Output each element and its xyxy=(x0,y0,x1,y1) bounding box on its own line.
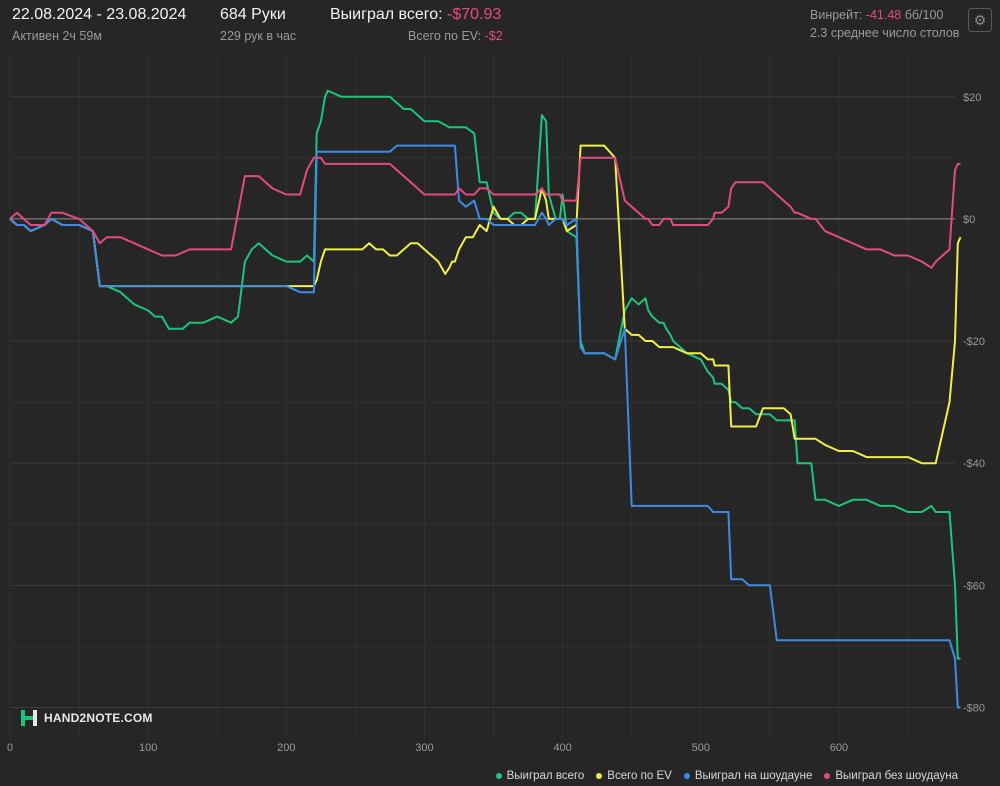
winrate-unit: бб/100 xyxy=(904,8,944,22)
chart-grid xyxy=(9,54,955,738)
avg-tables: 2.3 среднее число столов xyxy=(810,26,960,40)
y-tick-label: -$60 xyxy=(963,580,985,592)
legend-dot-green xyxy=(495,773,502,779)
x-tick-label: 300 xyxy=(415,742,433,754)
legend-item-won-showdown[interactable]: Выиграл на шоудауне xyxy=(683,770,813,782)
y-tick-label: $20 xyxy=(963,92,981,104)
date-range: 22.08.2024 - 23.08.2024 xyxy=(12,6,187,23)
x-axis-ticks: 0 100 200 300 400 500 600 xyxy=(7,742,848,754)
legend-label: Выиграл без шоудауна xyxy=(835,770,958,782)
winrate: Винрейт: -41.48 бб/100 xyxy=(810,8,943,22)
y-axis-ticks: $20 $0 -$20 -$40 -$60 -$80 xyxy=(963,92,985,715)
y-tick-label: -$40 xyxy=(963,458,985,470)
legend-item-won-no-showdown[interactable]: Выиграл без шоудауна xyxy=(824,770,958,782)
legend-label: Выиграл всего xyxy=(506,770,585,782)
y-tick-label: $0 xyxy=(963,214,975,226)
ev-total: Всего по EV: -$2 xyxy=(408,29,503,43)
winrate-value: -41.48 xyxy=(865,8,902,22)
ev-total-value: -$2 xyxy=(484,29,503,43)
won-total-label: Выиграл всего: xyxy=(330,6,443,23)
logo-text: HAND2NOTE.COM xyxy=(44,711,153,725)
won-total-value: -$70.93 xyxy=(447,6,502,23)
x-tick-label: 500 xyxy=(692,742,710,754)
legend-dot-pink xyxy=(824,773,831,779)
legend-item-won-total[interactable]: Выиграл всего xyxy=(495,770,585,782)
x-tick-label: 600 xyxy=(830,742,848,754)
series-line-0 xyxy=(9,89,961,660)
hands-per-hour: 229 рук в час xyxy=(220,29,297,43)
hands-count: 684 Руки xyxy=(220,6,286,23)
hand2note-logo: HAND2NOTE.COM xyxy=(20,709,153,727)
legend-dot-blue xyxy=(683,773,690,779)
series-line-3 xyxy=(9,156,961,269)
series-line-1 xyxy=(9,144,962,465)
chart-legend: Выиграл всего Всего по EV Выиграл на шоу… xyxy=(495,770,958,782)
logo-icon xyxy=(21,710,37,726)
y-tick-label: -$80 xyxy=(963,702,985,714)
legend-dot-yellow xyxy=(596,773,603,779)
series-line-2 xyxy=(9,144,961,709)
header: 22.08.2024 - 23.08.2024 Активен 2ч 59м 6… xyxy=(0,0,1000,48)
active-time: Активен 2ч 59м xyxy=(12,29,102,43)
x-tick-label: 200 xyxy=(277,742,295,754)
legend-label: Всего по EV xyxy=(607,770,672,782)
legend-item-ev-total[interactable]: Всего по EV xyxy=(596,770,672,782)
x-tick-label: 0 xyxy=(7,742,13,754)
chart-series xyxy=(9,89,962,709)
winrate-label: Винрейт: xyxy=(810,8,863,22)
x-tick-label: 400 xyxy=(553,742,571,754)
gear-icon[interactable]: ⚙ xyxy=(968,8,992,32)
ev-total-label: Всего по EV: xyxy=(408,29,482,43)
y-tick-label: -$20 xyxy=(963,336,985,348)
won-total: Выиграл всего: -$70.93 xyxy=(330,6,501,24)
x-tick-label: 100 xyxy=(139,742,157,754)
legend-label: Выиграл на шоудауне xyxy=(694,770,813,782)
